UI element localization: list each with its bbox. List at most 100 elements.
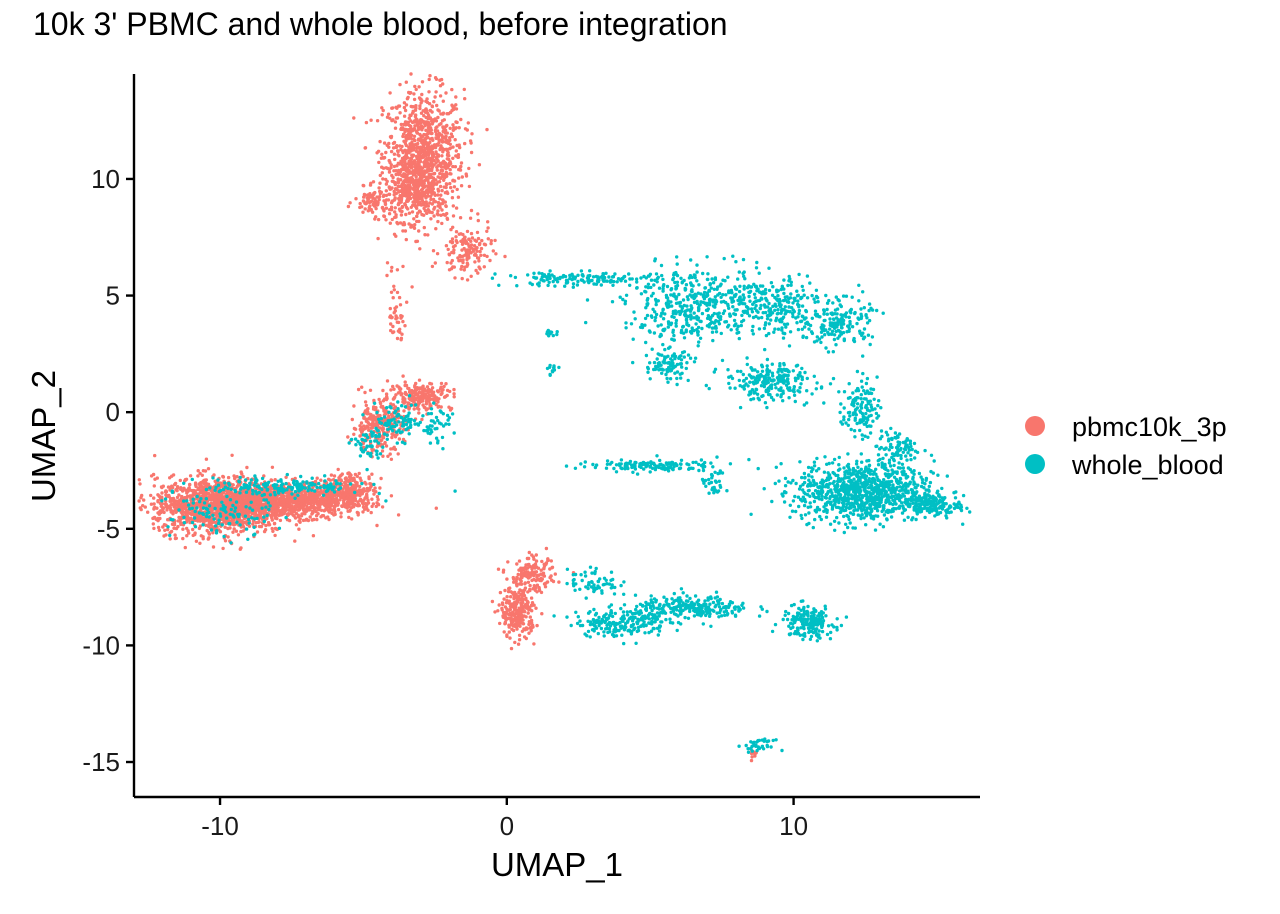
data-point	[404, 138, 408, 143]
data-point	[439, 381, 444, 386]
data-point	[417, 85, 421, 89]
data-point	[451, 156, 455, 160]
data-point	[178, 478, 182, 483]
data-point	[425, 162, 429, 167]
data-point	[400, 160, 404, 164]
data-point	[441, 126, 446, 130]
data-point	[516, 572, 520, 577]
data-point	[387, 167, 392, 171]
data-point	[426, 120, 431, 125]
data-point	[432, 152, 436, 157]
data-point	[380, 205, 385, 210]
data-point	[228, 526, 232, 530]
data-point	[447, 138, 452, 142]
data-point	[439, 392, 443, 397]
data-point	[482, 265, 486, 269]
data-point	[198, 524, 203, 528]
data-point	[362, 192, 367, 197]
data-point	[451, 123, 455, 127]
data-point	[452, 251, 456, 255]
data-point	[259, 497, 263, 502]
data-point	[143, 505, 147, 509]
data-point	[445, 172, 449, 177]
data-point	[547, 272, 551, 276]
data-point	[397, 104, 401, 108]
data-point	[438, 163, 443, 168]
data-point	[380, 171, 384, 175]
data-point	[243, 499, 248, 504]
data-point	[185, 534, 189, 538]
data-point	[543, 585, 548, 589]
data-point	[404, 392, 409, 397]
data-point	[247, 524, 252, 528]
data-point	[376, 202, 380, 206]
data-point	[375, 445, 379, 449]
data-point	[515, 619, 519, 623]
data-point	[237, 494, 241, 498]
data-point	[493, 238, 497, 243]
data-point	[287, 495, 291, 499]
data-point	[450, 196, 455, 200]
data-point	[421, 390, 425, 394]
data-point	[201, 535, 205, 539]
data-point	[527, 550, 531, 555]
data-point	[395, 290, 400, 295]
data-point	[438, 197, 442, 201]
data-point	[304, 517, 309, 521]
data-point	[360, 499, 364, 504]
data-point	[441, 99, 445, 103]
data-point	[204, 523, 208, 527]
data-point	[441, 112, 445, 116]
data-point	[455, 240, 459, 245]
data-point	[568, 276, 572, 281]
data-point	[469, 141, 473, 145]
data-point	[524, 596, 528, 600]
data-point	[418, 210, 422, 214]
data-point	[297, 506, 301, 510]
data-point	[445, 148, 449, 153]
data-point	[421, 384, 425, 388]
data-point	[539, 576, 543, 581]
data-point	[424, 146, 429, 150]
data-point	[539, 568, 543, 572]
data-point	[470, 236, 475, 240]
data-point	[180, 489, 185, 493]
data-point	[448, 181, 452, 186]
data-point	[475, 230, 480, 235]
data-point	[409, 119, 413, 123]
data-point	[441, 198, 445, 203]
data-point	[412, 407, 416, 411]
data-point	[232, 527, 236, 531]
data-point	[553, 284, 557, 288]
data-point	[542, 273, 547, 277]
data-point	[454, 107, 459, 111]
data-point	[459, 164, 463, 169]
data-point	[454, 95, 458, 99]
data-point	[436, 108, 440, 112]
data-point	[358, 201, 362, 206]
data-point	[257, 520, 261, 524]
data-point	[564, 278, 569, 283]
data-point	[500, 606, 504, 611]
data-point	[507, 587, 511, 591]
data-point	[447, 147, 452, 151]
data-point	[273, 526, 278, 531]
data-point	[454, 120, 458, 124]
data-point	[428, 126, 433, 131]
data-point	[454, 149, 458, 153]
data-point	[529, 626, 534, 630]
data-point	[348, 201, 352, 205]
data-point	[425, 407, 430, 411]
data-point	[442, 178, 446, 182]
data-point	[418, 121, 423, 125]
data-point	[242, 520, 247, 525]
data-point	[435, 389, 440, 393]
data-point	[532, 603, 536, 607]
data-point	[457, 176, 461, 180]
data-point	[433, 193, 437, 197]
cluster-point-group	[362, 147, 450, 242]
data-point	[163, 528, 167, 532]
data-point	[439, 213, 443, 217]
data-point	[405, 300, 409, 304]
data-point	[517, 608, 522, 612]
